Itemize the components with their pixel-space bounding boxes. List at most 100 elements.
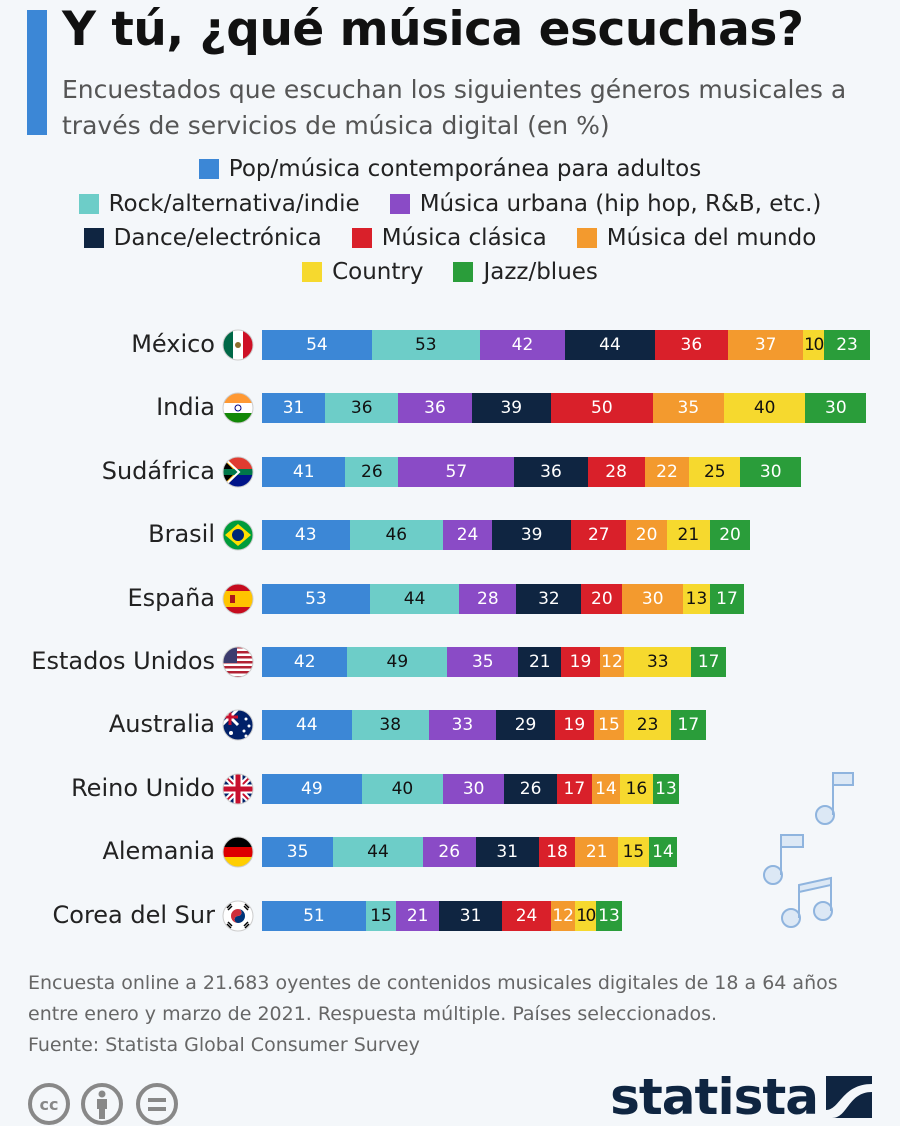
statista-logo[interactable]: statista <box>610 1068 872 1126</box>
bar-segment: 53 <box>262 583 370 614</box>
bar-segment: 35 <box>447 647 519 677</box>
legend-row: Rock/alternativa/indie Música urbana (hip… <box>0 191 900 217</box>
bar-segment: 25 <box>689 456 741 487</box>
bar-segment: 21 <box>666 520 710 551</box>
bar-segment: 26 <box>422 837 476 868</box>
legend-swatch <box>83 228 104 248</box>
south-africa-flag-icon <box>222 456 254 488</box>
legend-item: Música clásica <box>351 225 547 251</box>
legend-swatch <box>453 262 474 282</box>
usa-flag-icon <box>222 646 254 678</box>
footnote-line-2: entre enero y marzo de 2021. Respuesta m… <box>28 1003 718 1025</box>
bar-segment: 54 <box>262 330 372 360</box>
svg-text:cc: cc <box>40 1095 59 1114</box>
bar-segment: 13 <box>595 900 623 931</box>
category-label: Corea del Sur <box>52 900 216 929</box>
bar-segment: 43 <box>262 520 350 551</box>
bar-segment: 14 <box>648 837 678 868</box>
bar-segment: 30 <box>622 583 684 614</box>
bar-segment: 28 <box>587 456 645 487</box>
spain-flag-icon <box>222 583 254 615</box>
bar-segment: 15 <box>593 710 625 741</box>
bar-segment: 38 <box>351 710 429 741</box>
statista-logo-icon <box>826 1076 872 1118</box>
bar-segment: 35 <box>262 837 334 868</box>
bar-segment: 19 <box>555 710 594 741</box>
legend-item: Jazz/blues <box>453 259 598 285</box>
bar-segment: 26 <box>504 773 558 804</box>
bar-segment: 29 <box>496 710 556 741</box>
title-accent-bar <box>27 10 47 135</box>
legend-label: Rock/alternativa/indie <box>108 191 360 217</box>
bar-segment: 39 <box>491 520 572 551</box>
bar-segment: 30 <box>740 456 802 487</box>
legend-row: Dance/electrónica Música clásica Música de… <box>0 225 900 251</box>
bar-segment: 31 <box>475 837 539 868</box>
bar-segment: 13 <box>652 773 680 804</box>
bar-segment: 51 <box>262 900 366 931</box>
bar-segment: 19 <box>561 647 600 677</box>
legend-item: Country <box>302 259 423 285</box>
legend-label: Música clásica <box>381 225 547 251</box>
bar-segment: 17 <box>557 773 592 804</box>
bar-segment: 23 <box>624 710 672 741</box>
legend-item: Música urbana (hip hop, R&B, etc.) <box>389 191 822 217</box>
legend-label: Jazz/blues <box>483 259 598 285</box>
bar-segment: 49 <box>347 647 448 677</box>
bar-segment: 17 <box>671 710 706 741</box>
bar-segment: 35 <box>652 393 724 424</box>
bar-segment: 24 <box>443 520 492 551</box>
attribution-icon[interactable] <box>80 1082 124 1126</box>
brand-name: statista <box>610 1068 819 1126</box>
category-label: Reino Unido <box>71 773 215 802</box>
bar-segment: 44 <box>369 583 460 614</box>
brazil-flag-icon <box>222 519 254 551</box>
legend-item: Música del mundo <box>576 225 817 251</box>
bar-segment: 28 <box>459 583 517 614</box>
bar-segment: 17 <box>691 647 726 677</box>
legend-label: Country <box>332 259 424 285</box>
category-label: Sudáfrica <box>101 456 215 485</box>
bar-segment: 21 <box>396 900 440 931</box>
legend-swatch <box>198 159 219 179</box>
bar-segment: 23 <box>823 330 871 360</box>
category-label: Brasil <box>148 520 215 549</box>
bar-segment: 36 <box>398 393 472 424</box>
legend-item: Dance/electrónica <box>83 225 322 251</box>
bar-segment: 30 <box>443 773 505 804</box>
bar-segment: 10 <box>575 900 596 931</box>
bar-segment: 39 <box>471 393 551 424</box>
bar-segment: 33 <box>428 710 496 741</box>
legend-label: Música urbana (hip hop, R&B, etc.) <box>419 191 822 217</box>
bar-segment: 16 <box>620 773 653 804</box>
footnote-line-1: Encuesta online a 21.683 oyentes de cont… <box>28 972 838 994</box>
bar-segment: 27 <box>571 520 627 551</box>
bar-segment: 20 <box>581 583 623 614</box>
bar-segment: 31 <box>439 900 503 931</box>
bar-segment: 14 <box>591 773 621 804</box>
bar-segment: 36 <box>654 330 728 360</box>
no-derivatives-icon[interactable] <box>135 1082 179 1126</box>
bar-segment: 57 <box>398 456 515 487</box>
chart-title: Y tú, ¿qué música escuchas? <box>62 2 804 57</box>
bar-segment: 20 <box>626 520 667 551</box>
bar-segment: 42 <box>479 330 566 360</box>
india-flag-icon <box>222 392 254 424</box>
bar-segment: 41 <box>262 456 346 487</box>
music-notes-icon <box>763 772 854 928</box>
bar-segment: 12 <box>550 900 576 931</box>
bar-segment: 26 <box>345 456 399 487</box>
bar-segment: 36 <box>514 456 588 487</box>
category-label: Australia <box>108 710 215 739</box>
cc-icon[interactable]: cc <box>27 1082 71 1126</box>
bar-segment: 18 <box>538 837 576 868</box>
bar-segment: 46 <box>349 520 444 551</box>
legend-label: Música del mundo <box>606 225 817 251</box>
bar-segment: 13 <box>683 583 710 614</box>
legend-row: Pop/música contemporánea para adultos <box>0 156 900 182</box>
bar-segment: 32 <box>516 583 582 614</box>
bar-segment: 24 <box>502 900 551 931</box>
bar-segment: 49 <box>262 773 362 804</box>
category-label: México <box>131 330 215 358</box>
bar-segment: 33 <box>624 647 692 677</box>
